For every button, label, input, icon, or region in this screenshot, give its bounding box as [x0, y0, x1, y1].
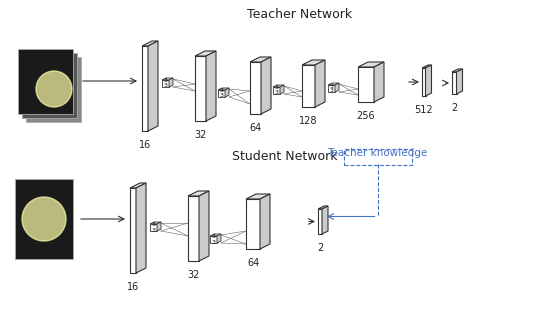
Polygon shape: [188, 191, 209, 196]
Polygon shape: [206, 51, 216, 121]
Polygon shape: [302, 65, 315, 107]
Text: 3
3: 3 3: [152, 222, 155, 232]
Polygon shape: [422, 68, 426, 96]
Polygon shape: [273, 85, 284, 87]
Text: Student Network: Student Network: [232, 150, 338, 163]
Polygon shape: [188, 196, 199, 261]
Polygon shape: [422, 65, 431, 68]
Text: 256: 256: [357, 111, 376, 121]
FancyBboxPatch shape: [15, 179, 73, 259]
Polygon shape: [260, 194, 270, 249]
Polygon shape: [217, 234, 221, 243]
Text: Teacher Network: Teacher Network: [247, 7, 352, 20]
Polygon shape: [136, 183, 146, 273]
Polygon shape: [150, 222, 161, 224]
Polygon shape: [157, 222, 161, 231]
Circle shape: [36, 71, 72, 107]
Polygon shape: [318, 206, 328, 209]
Polygon shape: [302, 60, 325, 65]
Polygon shape: [148, 41, 158, 131]
Text: 3
3: 3 3: [220, 88, 223, 99]
Polygon shape: [199, 191, 209, 261]
Polygon shape: [210, 234, 221, 236]
Text: 2: 2: [451, 103, 457, 113]
Polygon shape: [169, 78, 173, 87]
Polygon shape: [335, 83, 339, 92]
Text: 128: 128: [299, 116, 318, 126]
Polygon shape: [315, 60, 325, 107]
Text: 16: 16: [127, 282, 139, 292]
Polygon shape: [250, 62, 261, 114]
Polygon shape: [195, 51, 216, 56]
Text: 3
3: 3 3: [211, 235, 216, 244]
Polygon shape: [195, 56, 206, 121]
Text: 3
3: 3 3: [274, 86, 279, 95]
Polygon shape: [374, 62, 384, 102]
Text: 32: 32: [187, 270, 200, 280]
Polygon shape: [130, 188, 136, 273]
Polygon shape: [246, 194, 270, 199]
Text: 2: 2: [317, 243, 323, 253]
FancyBboxPatch shape: [18, 49, 73, 114]
Text: 32: 32: [194, 130, 207, 140]
Text: 64: 64: [250, 123, 261, 133]
Text: Teacher knowledge: Teacher knowledge: [328, 147, 428, 158]
Polygon shape: [210, 236, 217, 243]
Polygon shape: [273, 87, 280, 94]
FancyBboxPatch shape: [22, 53, 77, 118]
Polygon shape: [218, 88, 229, 90]
Polygon shape: [162, 80, 169, 87]
Polygon shape: [328, 83, 339, 85]
Polygon shape: [328, 85, 335, 92]
Polygon shape: [452, 69, 463, 72]
Polygon shape: [358, 62, 384, 67]
Polygon shape: [142, 46, 148, 131]
Polygon shape: [225, 88, 229, 97]
Polygon shape: [150, 224, 157, 231]
Polygon shape: [250, 57, 271, 62]
Polygon shape: [358, 67, 374, 102]
Polygon shape: [130, 183, 146, 188]
Polygon shape: [142, 41, 158, 46]
Polygon shape: [261, 57, 271, 114]
Polygon shape: [218, 90, 225, 97]
Polygon shape: [322, 206, 328, 234]
Text: 512: 512: [414, 105, 433, 115]
Polygon shape: [452, 72, 457, 94]
Polygon shape: [426, 65, 431, 96]
Text: 16: 16: [139, 140, 151, 150]
Polygon shape: [457, 69, 463, 94]
Polygon shape: [246, 199, 260, 249]
Text: 64: 64: [247, 258, 259, 268]
Text: 3
3: 3 3: [329, 83, 334, 94]
Polygon shape: [318, 209, 322, 234]
Text: 3
3: 3 3: [164, 78, 167, 88]
Polygon shape: [280, 85, 284, 94]
FancyBboxPatch shape: [26, 57, 81, 122]
Polygon shape: [162, 78, 173, 80]
Circle shape: [22, 197, 66, 241]
